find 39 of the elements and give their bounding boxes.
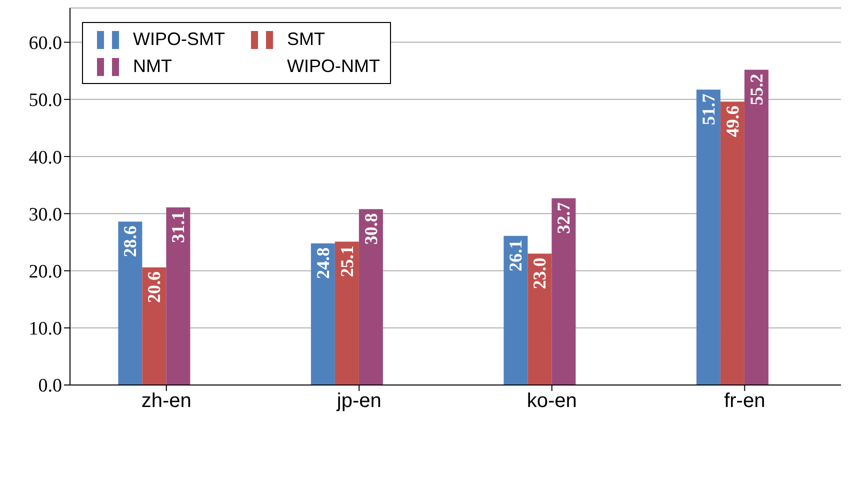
bar [552, 198, 576, 385]
bar [118, 222, 142, 385]
data-label: 55.2 [746, 74, 766, 106]
data-label: 30.8 [360, 213, 381, 245]
y-tick-label: 50.0 [28, 90, 62, 112]
data-label: 26.1 [506, 240, 526, 272]
bar [504, 236, 528, 385]
data-label: 31.1 [168, 211, 188, 243]
data-label: 24.8 [312, 247, 333, 279]
y-tick-label: 0.0 [38, 376, 62, 397]
bar [528, 254, 552, 385]
y-tick-label: 30.0 [28, 204, 62, 226]
legend-label: SMT [287, 29, 325, 50]
text: WIPO-NMT [287, 56, 380, 77]
data-label: 20.6 [144, 271, 164, 303]
data-label: 28.6 [120, 226, 140, 258]
legend-label: WIPO-SMT [133, 29, 225, 50]
bar [696, 90, 720, 385]
data-label: 32.7 [554, 202, 574, 234]
bar [744, 70, 768, 385]
x-tick-label: ko-en [526, 390, 577, 412]
bar [358, 209, 383, 385]
data-label: 23.0 [530, 258, 550, 290]
bar [142, 267, 166, 385]
bar [720, 102, 744, 385]
y-tick-label: 20.0 [28, 262, 62, 283]
data-label: 51.7 [698, 94, 718, 126]
x-tick-label: jp-en [336, 390, 382, 412]
data-label: 25.1 [336, 246, 357, 278]
data-label: 49.6 [722, 106, 742, 138]
y-tick-label: 10.0 [28, 318, 62, 340]
y-tick-label: 40.0 [28, 147, 62, 168]
legend-label: NMT [133, 56, 172, 77]
bar [166, 207, 190, 385]
x-tick-label: zh-en [141, 390, 192, 412]
bar [310, 243, 335, 385]
x-tick-label: fr-en [724, 390, 766, 412]
bar [334, 242, 359, 385]
y-tick-label: 60.0 [28, 33, 62, 54]
